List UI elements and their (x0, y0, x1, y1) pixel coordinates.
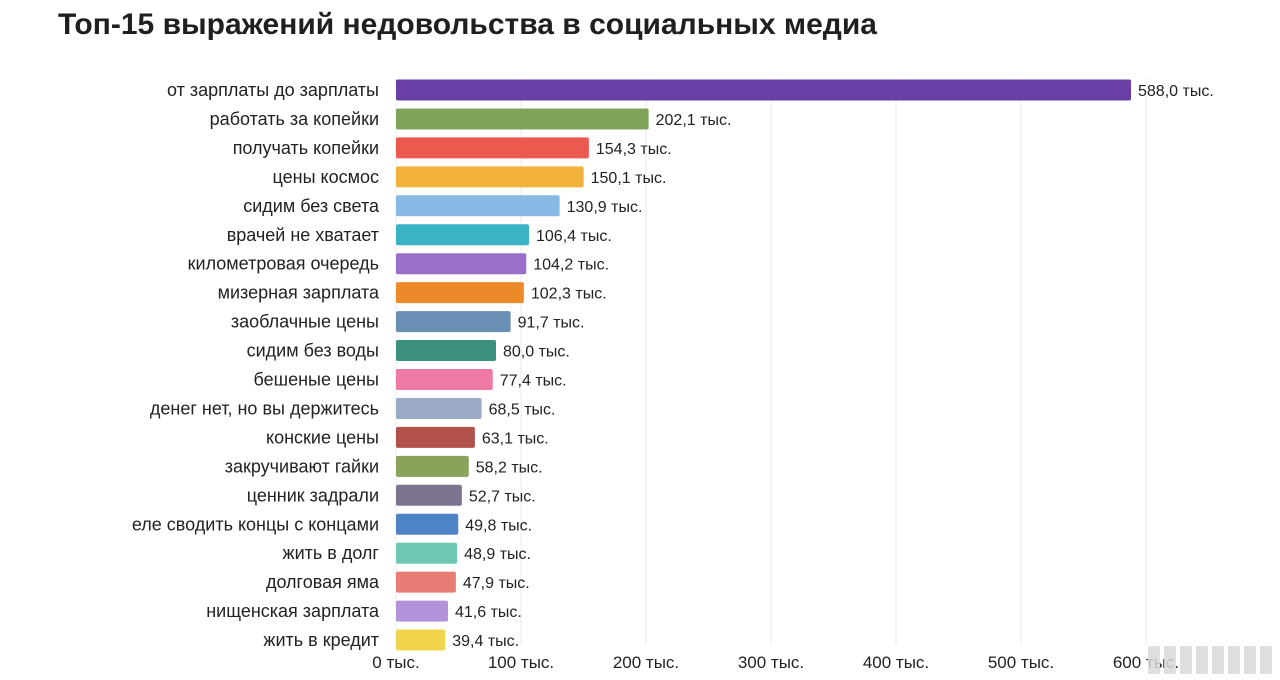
watermark-bar (1196, 646, 1208, 674)
data-label: 47,9 тыс. (463, 575, 530, 592)
data-label: 58,2 тыс. (476, 459, 543, 476)
category-label: от зарплаты до зарплаты (167, 80, 379, 100)
category-label: километровая очередь (188, 254, 379, 274)
data-label: 91,7 тыс. (518, 315, 585, 332)
category-label: закручивают гайки (225, 456, 379, 476)
data-label: 49,8 тыс. (465, 517, 532, 534)
data-label: 63,1 тыс. (482, 430, 549, 447)
bar (396, 224, 529, 246)
category-label: жить в долг (283, 543, 380, 563)
category-label: конские цены (266, 427, 379, 447)
category-label: жить в кредит (263, 630, 379, 650)
watermark-bar (1260, 646, 1272, 674)
category-label: денег нет, но вы держитесь (150, 398, 379, 418)
bar (396, 484, 462, 506)
category-label-layer: от зарплаты до зарплаты работать за копей… (132, 80, 380, 650)
data-label: 106,4 тыс. (536, 228, 612, 245)
x-tick-layer: 0 тыс. 100 тыс. 200 тыс. 300 тыс. 400 тыс. 50… (372, 653, 1179, 672)
category-label: работать за копейки (210, 109, 379, 129)
bar (396, 369, 493, 390)
category-label: долговая яма (266, 572, 380, 592)
data-label: 80,0 тыс. (503, 344, 570, 361)
category-label: сидим без света (243, 196, 380, 216)
x-tick-label: 300 тыс. (738, 653, 804, 672)
bar (396, 282, 524, 304)
category-label: цены космос (273, 167, 379, 187)
category-label: получать копейки (233, 138, 379, 158)
category-label: мизерная зарплата (218, 283, 380, 303)
data-label: 39,4 тыс. (452, 633, 519, 650)
watermark-bar (1228, 646, 1240, 674)
bar (396, 542, 458, 564)
data-label: 104,2 тыс. (533, 257, 609, 274)
x-tick-label: 100 тыс. (488, 653, 554, 672)
bar (396, 600, 448, 622)
chart-title: Топ-15 выражений недовольства в социальн… (58, 8, 877, 41)
bar (396, 629, 446, 651)
bar (396, 195, 560, 217)
data-label: 150,1 тыс. (591, 170, 667, 187)
bar (396, 455, 469, 477)
bar (396, 253, 527, 275)
watermark-bar (1244, 646, 1256, 674)
data-label: 102,3 тыс. (531, 286, 607, 303)
category-label: сидим без воды (247, 341, 379, 361)
data-label: 588,0 тыс. (1138, 83, 1214, 100)
data-label: 41,6 тыс. (455, 604, 522, 621)
x-tick-label: 0 тыс. (372, 653, 419, 672)
bar (396, 426, 475, 448)
bar (396, 137, 589, 159)
watermark-bar (1180, 646, 1192, 674)
x-tick-label: 600 тыс. (1113, 653, 1179, 672)
value-label-layer: 588,0 тыс. 202,1 тыс. 154,3 тыс. 150,1 тыс.… (452, 83, 1214, 650)
x-tick-label: 500 тыс. (988, 653, 1054, 672)
data-label: 130,9 тыс. (567, 199, 643, 216)
category-label: врачей не хватает (227, 225, 379, 245)
data-label: 202,1 тыс. (656, 112, 732, 129)
data-label: 48,9 тыс. (464, 546, 531, 563)
x-tick-label: 400 тыс. (863, 653, 929, 672)
category-label: заоблачные цены (231, 312, 379, 332)
bar (396, 166, 584, 188)
bar (396, 108, 649, 130)
data-label: 154,3 тыс. (596, 141, 672, 158)
data-label: 77,4 тыс. (500, 373, 567, 390)
bar (396, 340, 496, 362)
x-tick-label: 200 тыс. (613, 653, 679, 672)
category-label: ценник задрали (247, 485, 379, 505)
bar (396, 79, 1131, 101)
watermark-bar (1212, 646, 1224, 674)
watermark-bar (1148, 646, 1160, 674)
bar (396, 397, 482, 419)
bar-layer (396, 79, 1131, 651)
data-label: 52,7 тыс. (469, 488, 536, 505)
category-label: бешеные цены (254, 370, 379, 390)
bar (396, 571, 456, 593)
watermark-bar (1164, 646, 1176, 674)
watermark (1148, 646, 1272, 674)
bar (396, 311, 511, 333)
bar (396, 513, 459, 535)
data-label: 68,5 тыс. (489, 401, 556, 418)
category-label: нищенская зарплата (206, 601, 380, 621)
category-label: еле сводить концы с концами (132, 514, 379, 534)
